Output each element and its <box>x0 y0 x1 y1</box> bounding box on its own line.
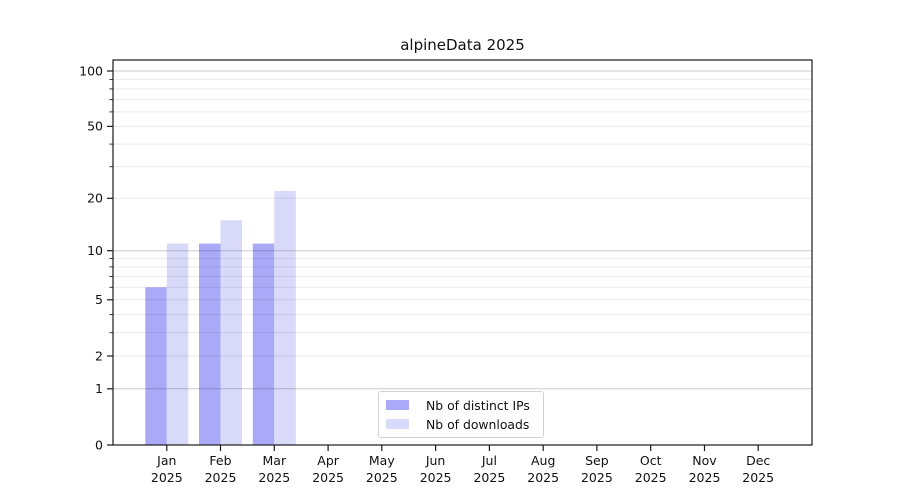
bar-nb-of-downloads-jan-2025 <box>166 243 189 445</box>
x-tick-label-dec-2025: Dec 2025 <box>742 453 774 485</box>
legend-swatch-distinct-ips <box>386 400 409 410</box>
legend-label-downloads: Nb of downloads <box>426 416 530 432</box>
x-tick-label-sep-2025: Sep 2025 <box>581 453 613 485</box>
y-tick-label-2: 2 <box>95 348 103 363</box>
legend: Nb of distinct IPs Nb of downloads <box>378 391 544 438</box>
bar-nb-of-downloads-feb-2025 <box>220 220 242 445</box>
x-tick-label-oct-2025: Oct 2025 <box>635 453 667 485</box>
y-tick-label-50: 50 <box>87 119 103 134</box>
x-tick-label-feb-2025: Feb 2025 <box>205 453 237 485</box>
x-tick-label-apr-2025: Apr 2025 <box>312 453 344 485</box>
y-tick-label-0: 0 <box>95 437 103 452</box>
x-tick-label-mar-2025: Mar 2025 <box>258 453 290 485</box>
legend-row-distinct-ips: Nb of distinct IPs <box>386 397 543 413</box>
legend-swatch-downloads <box>386 419 409 429</box>
x-tick-label-jun-2025: Jun 2025 <box>420 453 452 485</box>
plot-border <box>112 59 813 446</box>
y-tick-label-100: 100 <box>79 63 103 78</box>
bar-nb-of-distinct-ips-mar-2025 <box>252 243 275 445</box>
y-tick-label-10: 10 <box>87 243 103 258</box>
x-tick-label-nov-2025: Nov 2025 <box>689 453 721 485</box>
bar-nb-of-downloads-mar-2025 <box>274 190 296 445</box>
chart-title: alpineData 2025 <box>400 36 525 54</box>
x-tick-label-jul-2025: Jul 2025 <box>473 453 505 485</box>
bar-nb-of-distinct-ips-jan-2025 <box>145 287 167 445</box>
legend-row-downloads: Nb of downloads <box>386 416 543 432</box>
legend-label-distinct-ips: Nb of distinct IPs <box>426 397 530 413</box>
bar-nb-of-distinct-ips-feb-2025 <box>199 243 221 445</box>
y-tick-label-1: 1 <box>95 381 103 396</box>
x-tick-label-aug-2025: Aug 2025 <box>527 453 559 485</box>
x-tick-label-jan-2025: Jan 2025 <box>151 453 183 485</box>
y-tick-label-5: 5 <box>95 292 103 307</box>
x-tick-label-may-2025: May 2025 <box>366 453 398 485</box>
y-tick-label-20: 20 <box>87 191 103 206</box>
